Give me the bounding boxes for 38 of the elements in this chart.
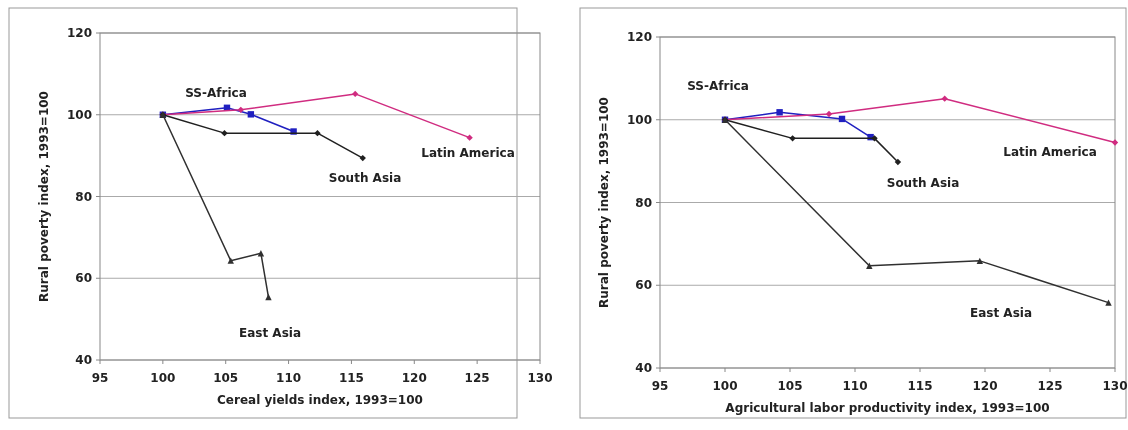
x-axis-title: Cereal yields index, 1993=100 — [217, 393, 423, 407]
x-tick-label: 120 — [401, 371, 427, 385]
x-tick-label: 115 — [338, 371, 364, 385]
x-tick-label: 105 — [777, 379, 803, 393]
y-axis-title: Rural poverty index, 1993=100 — [597, 97, 611, 308]
y-axis-title: Rural poverty index, 1993=100 — [37, 91, 51, 302]
y-tick-label: 40 — [635, 361, 652, 376]
x-tick-label: 105 — [213, 371, 239, 385]
x-tick-label: 95 — [651, 379, 669, 393]
y-tick-label: 80 — [635, 195, 652, 210]
y-tick-label: 80 — [75, 189, 92, 204]
x-tick-label: 130 — [1102, 379, 1128, 393]
series-label: SS-Africa — [185, 86, 247, 100]
series-label: Latin America — [421, 146, 515, 160]
y-tick-label: 60 — [75, 271, 92, 286]
text: East Asia — [970, 306, 1032, 320]
x-tick-label: 125 — [1037, 379, 1063, 393]
y-tick-label: 120 — [66, 26, 92, 41]
y-tick-label: 100 — [626, 112, 652, 127]
x-tick-label: 100 — [150, 371, 176, 385]
x-tick-label: 120 — [972, 379, 998, 393]
x-tick-label: 100 — [712, 379, 738, 393]
y-tick-label: 60 — [635, 278, 652, 293]
series-label: South Asia — [328, 171, 402, 185]
x-tick-label: 125 — [464, 371, 490, 385]
x-axis-title: Agricultural labor productivity index, 1993=100 — [725, 401, 1050, 415]
x-tick-label: 110 — [276, 371, 302, 385]
x-tick-label: 110 — [842, 379, 868, 393]
y-tick-label: 40 — [75, 353, 92, 368]
y-tick-label: 100 — [66, 107, 92, 122]
x-tick-label: 95 — [91, 371, 109, 385]
x-tick-label: 115 — [907, 379, 933, 393]
series-label: South Asia — [886, 176, 960, 190]
x-tick-label: 130 — [527, 371, 553, 385]
y-tick-label: 120 — [626, 30, 652, 45]
series-label: Latin America — [1003, 145, 1097, 159]
text: East Asia — [239, 326, 301, 340]
series-label: SS-Africa — [687, 79, 749, 93]
